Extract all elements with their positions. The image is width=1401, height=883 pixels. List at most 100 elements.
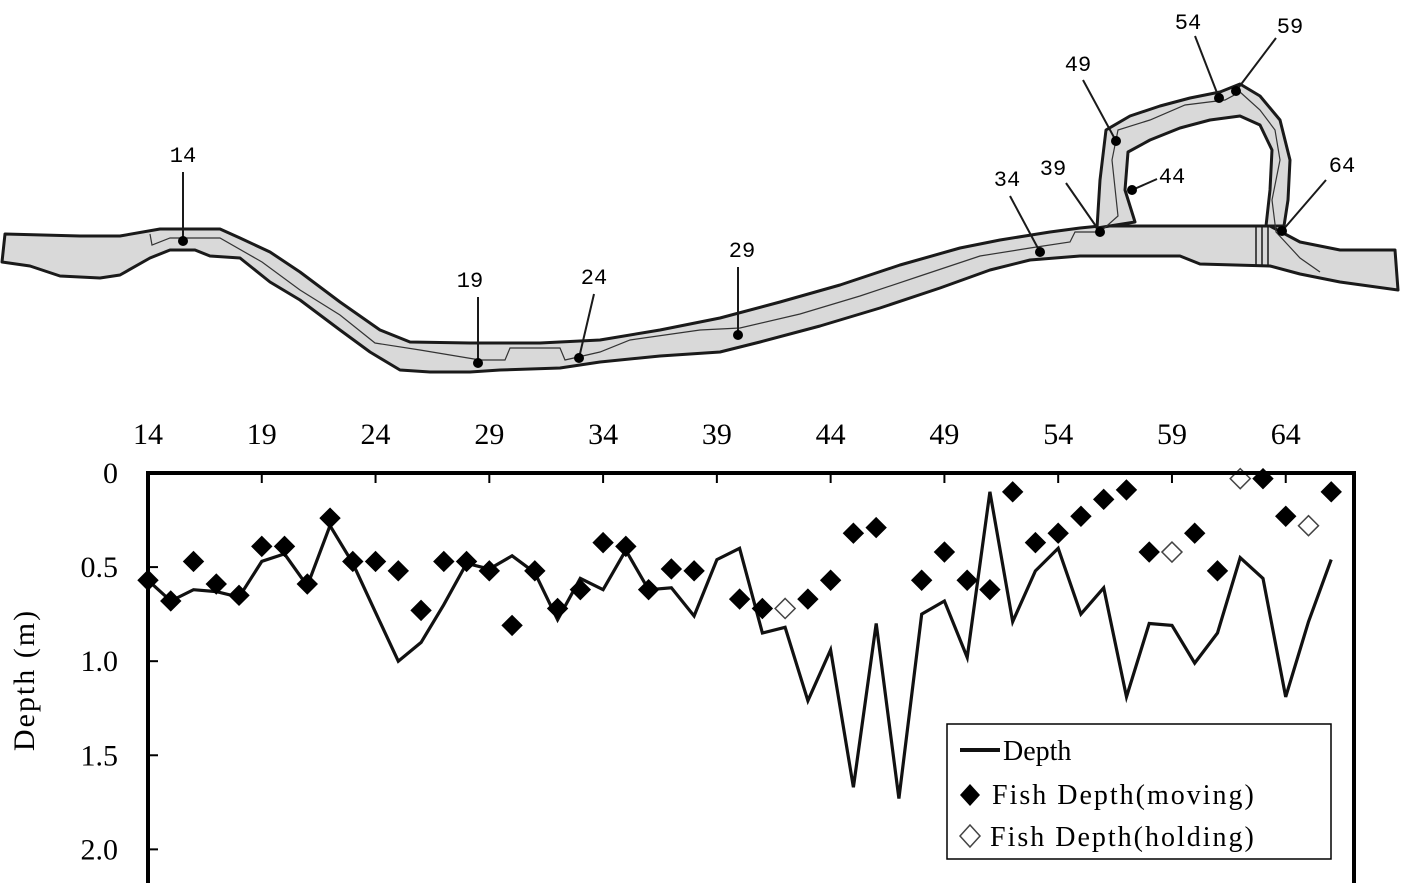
x-tick-label: 64 <box>1271 418 1301 451</box>
legend-box <box>946 723 1332 860</box>
map-point-markers: 14 19 24 29 34 39 44 49 54 59 64 <box>170 11 1355 368</box>
x-tick-label: 54 <box>1043 418 1073 451</box>
map-leader-line <box>1082 79 1117 142</box>
river-map <box>0 82 1400 374</box>
fish-moving-point <box>273 535 296 558</box>
y-tick-label: 1.5 <box>81 739 119 772</box>
legend-holding-label: Fish Depth(holding) <box>990 822 1256 853</box>
fish-moving-point <box>364 550 387 573</box>
map-point-label: 19 <box>457 269 483 294</box>
map-point-label: 44 <box>1159 165 1185 190</box>
river-loop <box>1095 82 1292 230</box>
fish-holding-point <box>1297 514 1320 537</box>
fish-moving-point <box>524 560 546 582</box>
map-point-label: 14 <box>170 144 196 169</box>
map-point-dot <box>733 330 743 340</box>
map-point-dot <box>1127 185 1137 195</box>
fish-moving-point <box>160 590 182 612</box>
fish-moving-point <box>342 550 364 573</box>
map-point-label: 24 <box>581 266 607 291</box>
fish-moving-point <box>660 558 683 580</box>
x-tick-label: 44 <box>816 418 846 451</box>
map-point-dot <box>574 353 584 363</box>
fish-moving-point <box>251 535 273 558</box>
map-point-label: 39 <box>1040 157 1066 182</box>
y-axis-title: Depth (m) <box>8 609 41 751</box>
fish-moving-point <box>296 573 318 595</box>
fish-moving-point <box>1047 522 1069 544</box>
fish-moving-point <box>1092 488 1115 511</box>
fish-moving-point <box>933 541 956 563</box>
map-point-label: 34 <box>994 168 1020 193</box>
fish-moving-point <box>478 560 501 582</box>
fish-moving-point <box>1115 479 1138 501</box>
fish-moving-point <box>1275 505 1297 527</box>
fish-moving-point <box>546 597 569 620</box>
map-leader-line <box>1281 179 1327 232</box>
map-point-label: 49 <box>1065 53 1091 78</box>
fish-moving-point <box>569 578 592 601</box>
legend-depth-label: Depth <box>1003 736 1071 767</box>
map-leader-line <box>1235 37 1277 92</box>
fish-moving-point <box>228 584 250 607</box>
fish-moving-point <box>455 550 478 573</box>
fish-moving-point <box>979 578 1001 601</box>
fish-moving-point <box>819 569 842 591</box>
fish-moving-point <box>683 560 705 582</box>
fish-moving-point <box>182 550 205 573</box>
x-tick-label: 34 <box>588 418 618 451</box>
map-leader-line <box>1194 35 1220 99</box>
map-point-dot <box>1035 247 1045 257</box>
fish-moving-point <box>1184 522 1206 544</box>
map-point-dot <box>473 358 483 368</box>
fish-moving-point <box>956 569 978 591</box>
x-tick-label: 29 <box>474 418 504 451</box>
x-tick-label: 19 <box>247 418 277 451</box>
map-leader-line <box>578 293 595 359</box>
fish-moving-point <box>615 535 637 558</box>
map-leader-line <box>1065 182 1101 233</box>
legend-filled-diamond-icon <box>960 784 980 806</box>
fish-moving-point <box>501 614 523 637</box>
fish-moving-point <box>205 573 227 595</box>
chart-ticks: 14 19 24 29 34 39 44 49 54 59 64 0 0.5 1.0 1.5 2.0 <box>81 418 1301 866</box>
fish-moving-point <box>728 588 751 610</box>
chart-series <box>137 467 1342 799</box>
river-channel <box>0 224 1400 374</box>
map-point-label: 54 <box>1175 11 1201 36</box>
fish-holding-point <box>774 597 797 620</box>
map-point-dot <box>1111 136 1121 146</box>
fish-moving-point <box>1320 481 1342 503</box>
map-point-dot <box>178 236 188 246</box>
map-point-label: 29 <box>729 239 755 264</box>
fish-moving-point <box>797 588 819 610</box>
map-point-dot <box>1095 227 1105 237</box>
x-tick-label: 59 <box>1157 418 1187 451</box>
map-point-label: 64 <box>1329 154 1355 179</box>
legend-moving-label: Fish Depth(moving) <box>992 780 1256 811</box>
plot-frame <box>146 471 1356 883</box>
fish-moving-point <box>842 522 865 544</box>
fish-moving-point <box>751 597 774 620</box>
y-tick-label: 1.0 <box>81 645 119 678</box>
fish-moving-point <box>865 516 887 539</box>
map-point-dot <box>1277 226 1287 236</box>
fish-moving-point <box>910 569 933 591</box>
y-tick-label: 2.0 <box>81 833 119 866</box>
legend: Depth Fish Depth(moving) Fish Depth(hold… <box>946 723 1332 860</box>
fish-moving-point <box>637 578 660 601</box>
map-point-dot <box>1231 86 1241 96</box>
fish-moving-point <box>433 550 455 573</box>
y-tick-label: 0.5 <box>81 551 119 584</box>
fish-moving-point <box>1070 505 1092 527</box>
fish-moving-point <box>410 599 432 622</box>
fish-moving-point <box>1206 560 1229 582</box>
depth-series-line <box>146 491 1333 799</box>
fish-moving-point <box>592 531 614 554</box>
fish-moving-point <box>1001 481 1024 503</box>
map-point-dot <box>1214 93 1224 103</box>
map-point-label: 59 <box>1277 15 1303 40</box>
x-tick-label: 24 <box>361 418 391 451</box>
thalweg-line <box>149 91 1321 361</box>
